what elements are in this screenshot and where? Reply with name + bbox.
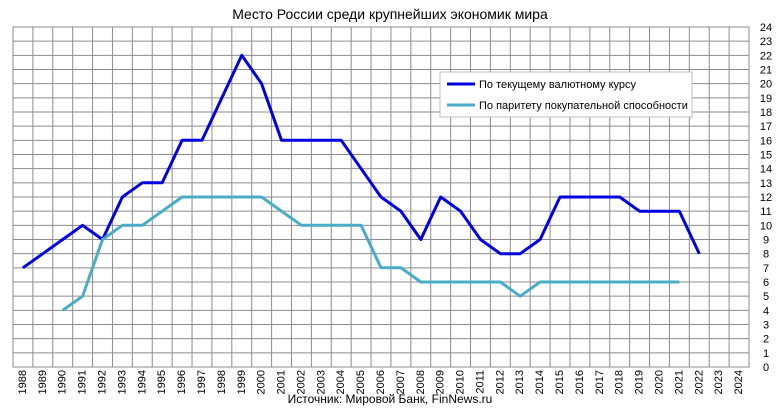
x-tick-label: 2015 <box>554 370 566 394</box>
x-tick-label: 2011 <box>474 370 486 394</box>
y-tick-label: 20 <box>760 79 772 91</box>
legend-label-1: По текущему валютному курсу <box>479 79 637 91</box>
y-tick-label: 13 <box>760 178 772 190</box>
y-tick-label: 1 <box>763 348 769 360</box>
x-tick-label: 2016 <box>574 370 586 394</box>
x-tick-label: 1997 <box>196 370 208 394</box>
y-tick-label: 6 <box>763 277 769 289</box>
x-tick-label: 2004 <box>335 370 347 394</box>
x-tick-label: 2019 <box>634 370 646 394</box>
x-tick-label: 1988 <box>17 370 29 394</box>
y-tick-label: 5 <box>763 291 769 303</box>
y-tick-label: 11 <box>760 206 771 218</box>
x-tick-label: 2008 <box>415 370 427 394</box>
x-tick-label: 2024 <box>733 370 745 394</box>
x-tick-label: 1994 <box>136 370 148 394</box>
x-tick-label: 2021 <box>673 370 685 394</box>
y-tick-label: 17 <box>760 121 772 133</box>
x-tick-label: 2012 <box>494 370 506 394</box>
y-tick-label: 24 <box>760 22 772 34</box>
x-tick-label: 1989 <box>37 370 49 394</box>
x-tick-label: 1991 <box>77 370 89 394</box>
x-tick-label: 2000 <box>256 370 268 394</box>
x-tick-label: 1992 <box>97 370 109 394</box>
y-tick-label: 9 <box>763 235 769 247</box>
y-tick-label: 4 <box>763 305 769 317</box>
x-tick-label: 1995 <box>156 370 168 394</box>
y-tick-label: 21 <box>760 65 772 77</box>
x-tick-label: 1990 <box>57 370 69 394</box>
x-tick-label: 1996 <box>176 370 188 394</box>
y-tick-label: 19 <box>760 93 772 105</box>
y-tick-label: 18 <box>760 107 772 119</box>
legend-box <box>439 71 693 118</box>
x-tick-label: 1998 <box>216 370 228 394</box>
legend-label-2: По паритету покупательной способности <box>479 100 688 112</box>
y-tick-label: 2 <box>763 334 769 346</box>
x-tick-label: 2001 <box>276 370 288 394</box>
y-tick-label: 12 <box>760 192 772 204</box>
series-lines <box>22 53 701 312</box>
x-tick-label: 2017 <box>594 370 606 394</box>
x-tick-label: 2009 <box>435 370 447 394</box>
y-tick-label: 8 <box>763 249 769 261</box>
x-tick-label: 2023 <box>713 370 725 394</box>
x-tick-label: 1999 <box>236 370 248 394</box>
x-tick-label: 2006 <box>375 370 387 394</box>
legend: По текущему валютному курсу По паритету п… <box>439 71 693 118</box>
y-tick-label: 3 <box>763 320 769 332</box>
x-tick-label: 2014 <box>534 370 546 394</box>
source-caption: Источник: Мировой Банк, FinNews.ru <box>288 392 493 406</box>
y-tick-label: 15 <box>760 150 772 162</box>
x-tick-label: 2010 <box>455 370 467 394</box>
y-tick-label: 0 <box>763 362 769 374</box>
x-tick-label: 2020 <box>653 370 665 394</box>
y-tick-label: 14 <box>760 164 772 176</box>
x-tick-label: 2013 <box>514 370 526 394</box>
y-tick-label: 7 <box>763 263 769 275</box>
y-tick-label: 22 <box>760 50 772 62</box>
x-tick-label: 2022 <box>693 370 705 394</box>
series-line-1 <box>22 53 701 270</box>
x-tick-label: 2003 <box>315 370 327 394</box>
x-tick-label: 2005 <box>355 370 367 394</box>
y-tick-label: 10 <box>760 220 772 232</box>
x-tick-label: 2002 <box>295 370 307 394</box>
chart-title: Место России среди крупнейших экономик м… <box>232 6 548 22</box>
y-tick-label: 23 <box>760 36 772 48</box>
x-tick-label: 1993 <box>116 370 128 394</box>
x-tick-label: 2007 <box>395 370 407 394</box>
series-line-2 <box>61 195 680 312</box>
x-axis-tick-labels: 1988 1989 1990 1991 1992 1993 1994 1995 1996 1997… <box>17 370 745 394</box>
x-tick-label: 2018 <box>614 370 626 394</box>
y-tick-label: 16 <box>760 135 772 147</box>
